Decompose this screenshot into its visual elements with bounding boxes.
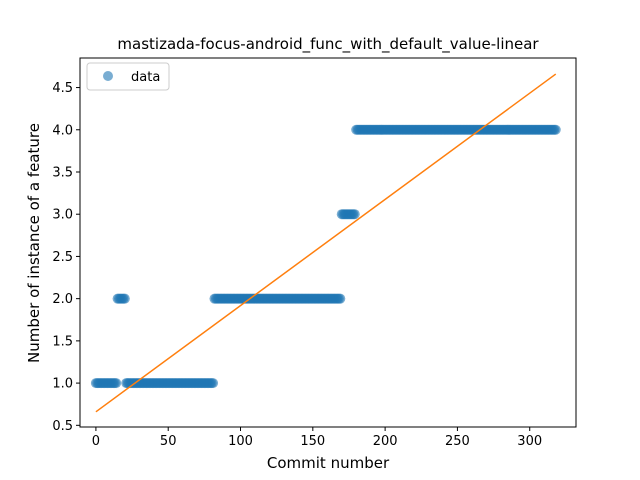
data-point [119,293,130,304]
axes-frame [79,57,577,428]
fit-line [95,73,557,413]
chart-title: mastizada-focus-android_func_with_defaul… [117,35,539,54]
y-tick-label: 1.5 [52,334,73,349]
y-tick-label: 3.0 [52,208,73,223]
data-point [550,124,561,135]
x-tick-label: 200 [373,434,398,449]
x-tick-label: 250 [445,434,470,449]
x-tick-label: 300 [517,434,542,449]
legend-marker [103,71,113,81]
legend: data [86,62,170,91]
x-tick-label: 150 [300,434,325,449]
x-tick-label: 100 [228,434,253,449]
x-tick-label: 0 [92,434,100,449]
x-tick-label: 50 [160,434,177,449]
data-point [335,293,346,304]
x-axis-label: Commit number [267,454,390,472]
y-tick-label: 0.5 [52,419,73,434]
y-axis-label: Number of instance of a feature [25,123,43,363]
data-point [349,209,360,220]
y-tick-label: 2.0 [52,292,73,307]
data-point [208,378,219,389]
axis-ticks: 0 50 100 150 200 250 300 0.5 1.0 1.5 2.0 2.5 3.0 3.5 4… [52,81,542,449]
y-tick-label: 3.5 [52,165,73,180]
plot-area [79,57,577,428]
legend-label: data [131,70,160,85]
y-tick-label: 4.5 [52,81,73,96]
y-tick-label: 4.0 [52,123,73,138]
y-tick-label: 2.5 [52,250,73,265]
legend-frame [86,62,170,91]
data-point [111,378,122,389]
y-tick-label: 1.0 [52,377,73,392]
